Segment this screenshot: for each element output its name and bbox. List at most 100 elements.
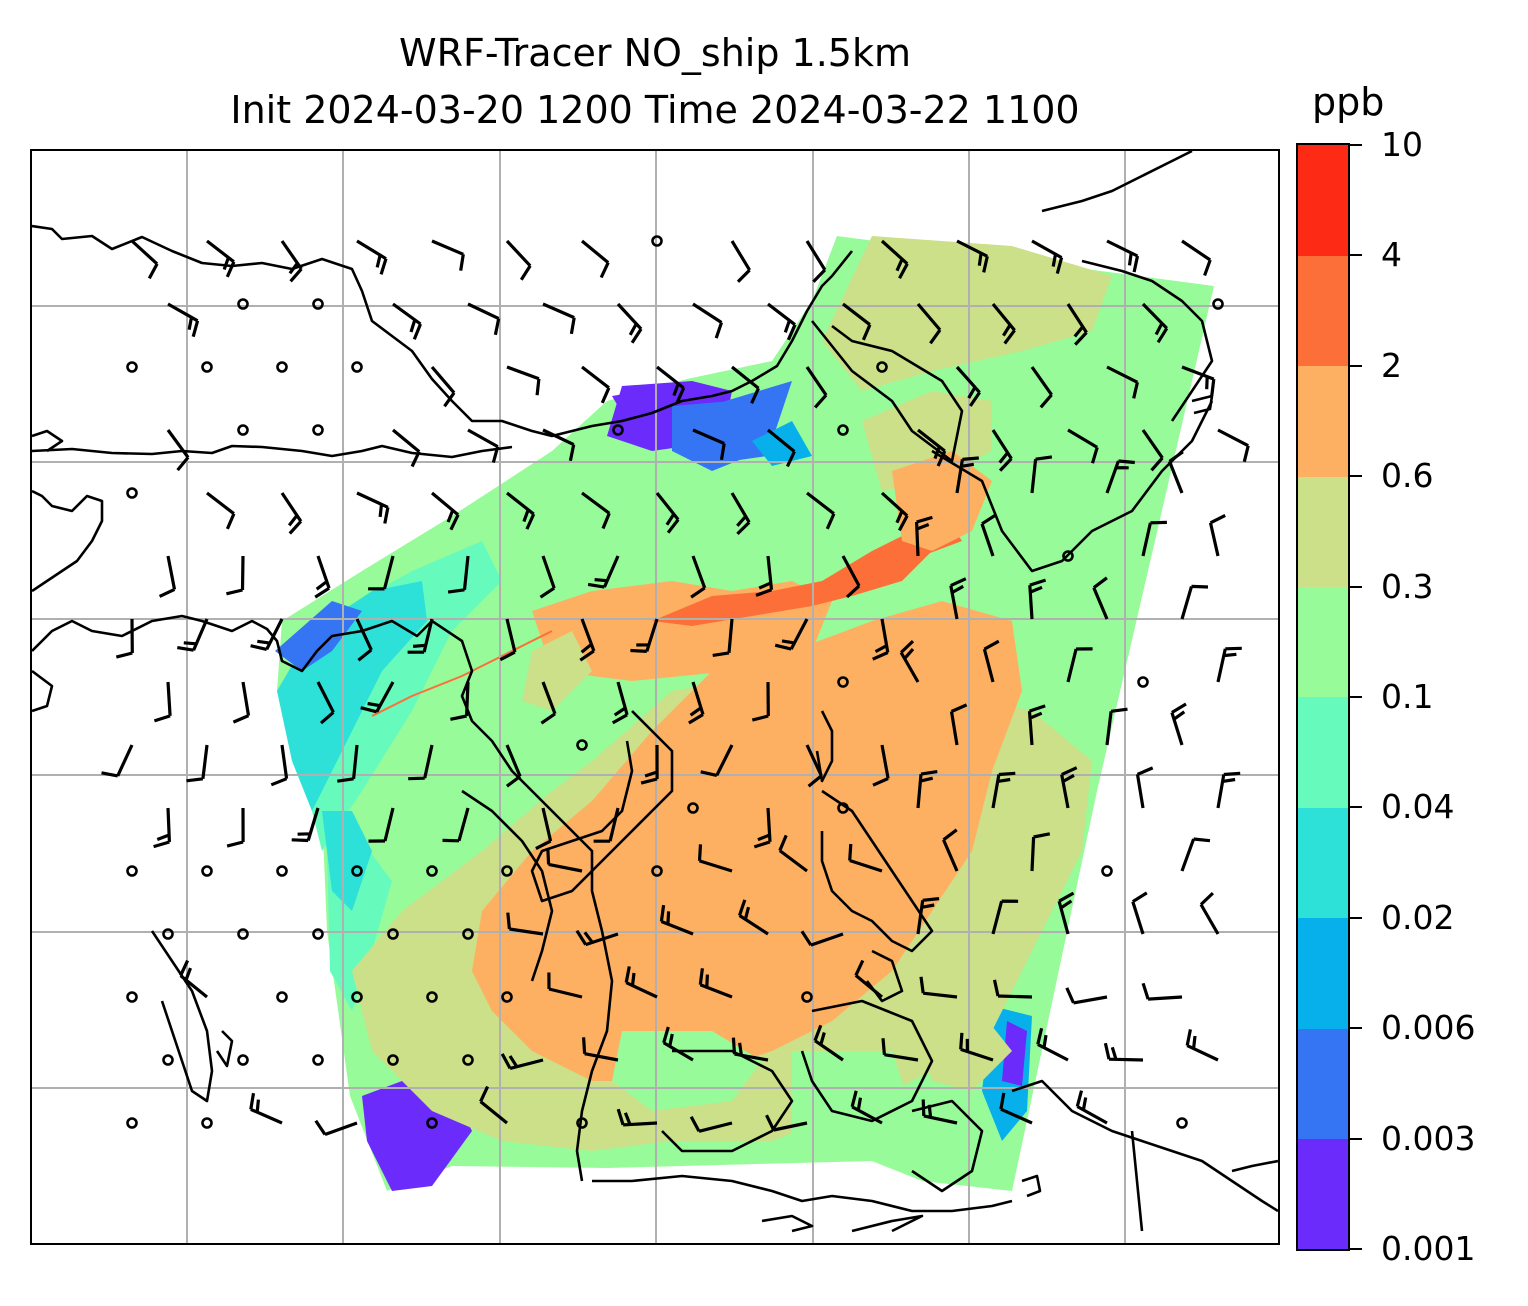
wind-barb xyxy=(917,428,947,467)
calm-marker xyxy=(1062,550,1074,562)
wind-barb xyxy=(579,618,596,662)
wind-barb xyxy=(662,1026,694,1062)
coastline xyxy=(820,789,934,953)
wind-barb xyxy=(692,428,726,461)
wind-barb xyxy=(778,834,808,873)
wind-barb xyxy=(430,491,460,531)
calm-marker xyxy=(651,235,663,247)
wind-barb xyxy=(575,929,619,947)
wind-barb xyxy=(955,456,979,494)
calm-marker xyxy=(612,424,624,436)
calm-marker xyxy=(276,865,288,877)
wind-barb xyxy=(1105,459,1135,494)
colorbar-segment xyxy=(1298,697,1348,808)
wind-barb xyxy=(226,555,245,596)
wind-barb xyxy=(991,771,1016,809)
wind-barb xyxy=(850,1090,883,1125)
calm-marker xyxy=(351,991,363,1003)
coastline xyxy=(32,444,513,459)
wind-barb xyxy=(153,681,172,723)
wind-barb xyxy=(314,555,331,599)
wind-barb xyxy=(355,618,373,662)
wind-barb xyxy=(1141,520,1167,557)
wind-barb xyxy=(949,703,968,746)
wind-barb xyxy=(505,239,532,281)
wind-barb xyxy=(505,744,522,788)
coastline xyxy=(32,669,54,713)
wind-barb xyxy=(115,618,134,659)
colorbar-tick xyxy=(1350,475,1362,478)
wind-barb xyxy=(640,744,659,785)
wind-barb xyxy=(616,302,643,344)
colorbar-tick-label: 0.3 xyxy=(1381,566,1434,606)
wind-barb xyxy=(1199,891,1220,935)
wind-barb xyxy=(249,1092,283,1125)
coastline xyxy=(1231,1159,1278,1173)
colorbar-segment xyxy=(1298,476,1348,588)
calm-marker xyxy=(1137,676,1149,688)
colorbar-tick xyxy=(1350,916,1362,919)
coastline xyxy=(215,1030,234,1068)
wind-barb xyxy=(1141,982,1183,1001)
calm-marker xyxy=(1176,1117,1188,1129)
wind-barb xyxy=(442,807,470,843)
field-band xyxy=(522,631,592,711)
wind-barb xyxy=(547,972,583,999)
wind-barb xyxy=(450,681,470,721)
field-band xyxy=(1002,1021,1027,1086)
wind-barb xyxy=(999,1092,1033,1125)
wind-barb xyxy=(872,618,890,661)
calm-marker xyxy=(312,1054,324,1066)
calm-marker xyxy=(276,361,288,373)
wind-barb xyxy=(1030,455,1053,494)
wind-barb xyxy=(767,302,797,341)
wind-barb xyxy=(581,365,611,404)
wind-barb xyxy=(479,1085,509,1125)
colorbar-segment xyxy=(1298,365,1348,477)
wind-barb xyxy=(848,843,883,873)
wind-barb xyxy=(854,959,884,999)
wind-barb xyxy=(291,807,320,843)
wind-barb xyxy=(1170,702,1187,746)
calm-marker xyxy=(201,361,213,373)
calm-marker xyxy=(276,991,288,1003)
coastline xyxy=(810,320,964,463)
wind-barb xyxy=(179,959,209,999)
calm-marker xyxy=(162,928,174,940)
colorbar-tick xyxy=(1350,1137,1362,1140)
colorbar-segment xyxy=(1298,255,1348,367)
wind-barb xyxy=(316,681,335,725)
wind-barb xyxy=(130,239,159,280)
wind-barb xyxy=(991,302,1016,345)
wind-barb xyxy=(949,577,967,620)
wind-barb xyxy=(737,899,769,936)
field-band xyxy=(322,811,372,911)
wind-barb xyxy=(659,904,694,936)
coastline xyxy=(150,930,214,1103)
calm-marker xyxy=(387,928,399,940)
wind-barb xyxy=(582,1037,619,1062)
wind-barb xyxy=(166,429,190,472)
wind-barb xyxy=(270,744,289,787)
colorbar-unit-label: ppb xyxy=(1312,80,1385,124)
wind-barb xyxy=(1208,513,1226,557)
wind-barb xyxy=(624,966,658,999)
wind-barb xyxy=(956,239,989,273)
coastline xyxy=(1130,1130,1144,1232)
wind-barb xyxy=(1066,647,1093,683)
wind-barb xyxy=(942,828,959,872)
colorbar-segment xyxy=(1298,586,1348,698)
wind-barb xyxy=(1030,366,1053,409)
colorbar-tick-label: 0.04 xyxy=(1381,787,1455,827)
wind-barb xyxy=(500,1053,544,1070)
wind-barb xyxy=(1180,837,1211,872)
wind-barb xyxy=(1028,578,1047,620)
wind-barb xyxy=(899,639,920,683)
wind-barb xyxy=(753,807,772,849)
wind-barb xyxy=(467,302,501,336)
wind-barb xyxy=(337,744,359,783)
wind-barb xyxy=(1030,832,1051,872)
wind-barb xyxy=(880,491,909,532)
wind-barb xyxy=(730,365,760,404)
coastline xyxy=(1011,1079,1278,1213)
